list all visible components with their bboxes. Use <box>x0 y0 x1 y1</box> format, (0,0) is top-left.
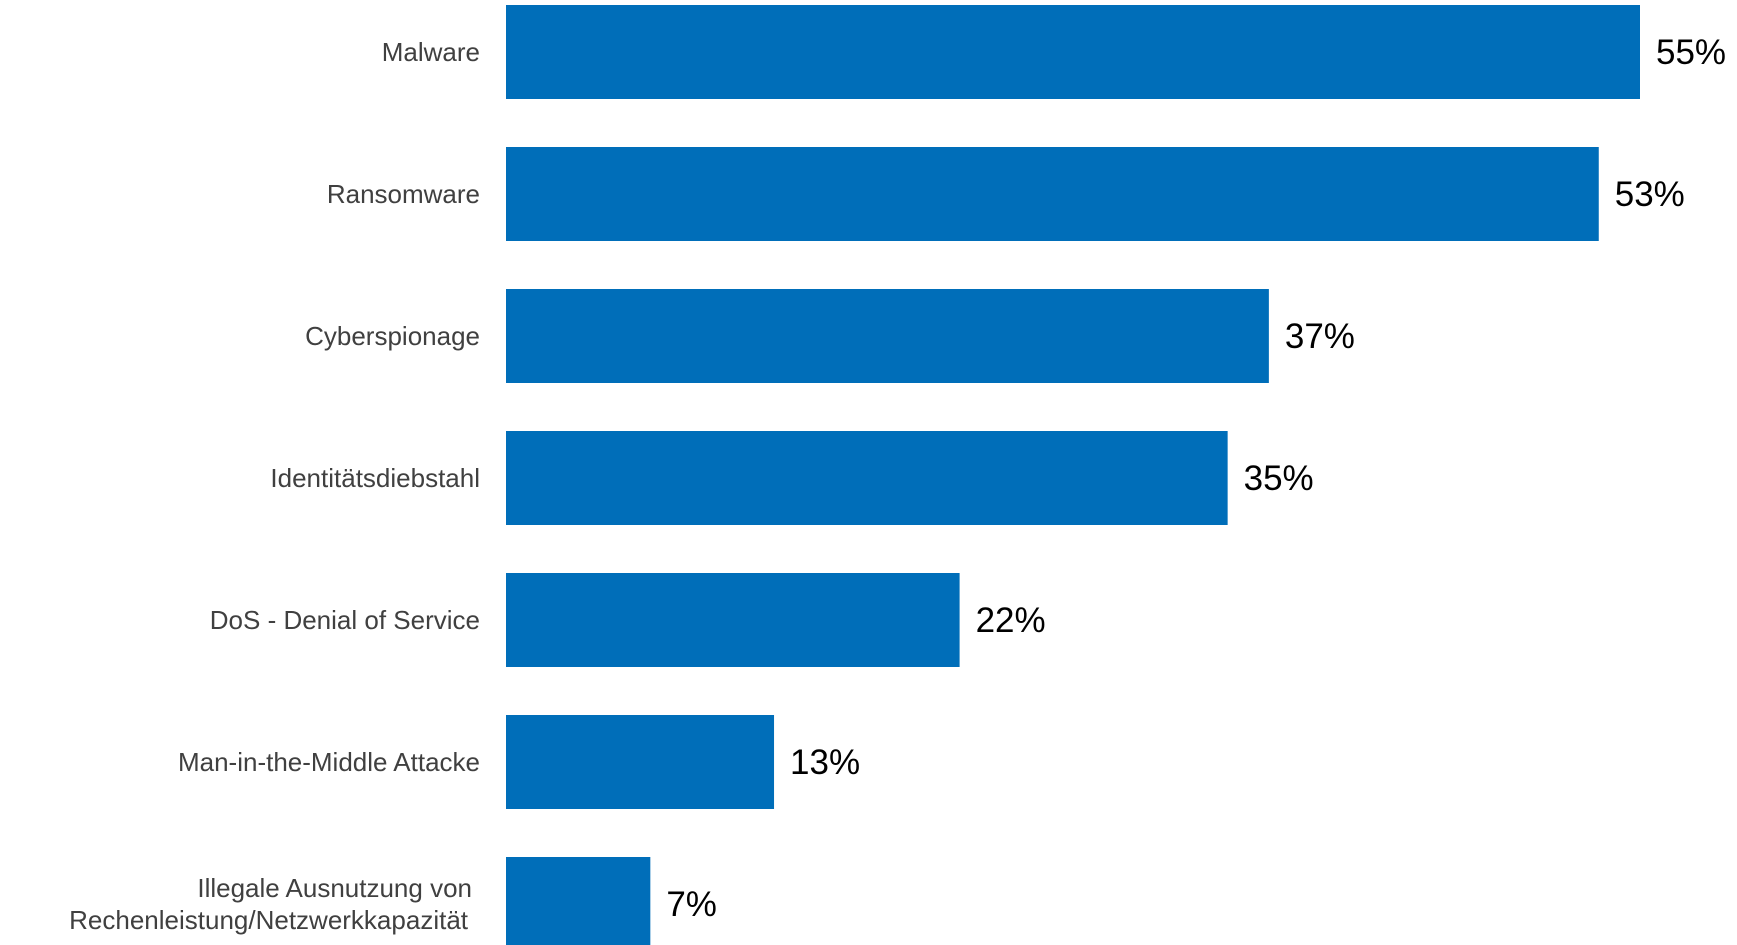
value-label-0: 55% <box>1656 33 1726 72</box>
bar-4 <box>506 573 960 667</box>
bar-0 <box>506 5 1640 99</box>
category-label-5: Man-in-the-Middle Attacke <box>178 747 480 777</box>
category-label-0: Malware <box>382 37 480 67</box>
value-label-6: 7% <box>666 885 717 924</box>
category-label-4: DoS - Denial of Service <box>210 605 480 635</box>
value-label-4: 22% <box>976 601 1046 640</box>
bar-2 <box>506 289 1269 383</box>
category-label-line: Rechenleistung/Netzwerkkapazität <box>69 905 469 935</box>
bar-5 <box>506 715 775 809</box>
category-labels-group: Malware Ransomware Cyberspionage Identitäts… <box>69 37 480 935</box>
value-label-5: 13% <box>790 743 860 782</box>
value-label-2: 37% <box>1285 317 1355 356</box>
value-labels-group: 55% 53% 37% 35% 22% 13% 7% <box>666 33 1726 924</box>
bar-3 <box>506 431 1228 525</box>
value-label-1: 53% <box>1615 175 1685 214</box>
bars-group <box>506 5 1640 945</box>
category-label-2: Cyberspionage <box>305 321 480 351</box>
category-label-1: Ransomware <box>327 179 480 209</box>
value-label-3: 35% <box>1244 459 1314 498</box>
category-label-3: Identitätsdiebstahl <box>270 463 480 493</box>
category-label-6: Illegale Ausnutzung von Rechenleistung/Ne… <box>69 873 472 935</box>
bar-1 <box>506 147 1599 241</box>
bar-6 <box>506 857 651 945</box>
category-label-line: Illegale Ausnutzung von <box>197 873 472 903</box>
